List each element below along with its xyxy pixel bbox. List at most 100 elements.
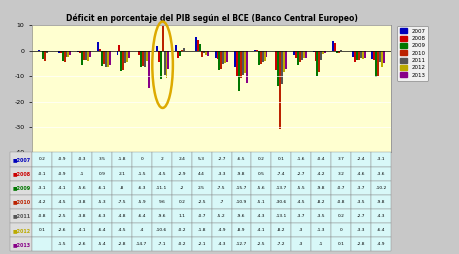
Bar (87, 51, 89, 61)
Bar (126, 51, 128, 62)
Bar (214, 51, 216, 58)
Bar (206, 51, 208, 56)
Bar (373, 51, 375, 60)
Bar (124, 51, 126, 63)
Bar (156, 46, 157, 51)
Bar (165, 51, 167, 78)
Bar (292, 51, 294, 55)
Bar (378, 51, 381, 62)
Bar (181, 50, 183, 51)
Bar (316, 51, 318, 76)
Bar (44, 51, 46, 61)
Bar (238, 51, 240, 91)
Bar (63, 51, 65, 62)
Bar (195, 37, 196, 51)
Bar (157, 51, 159, 62)
Bar (146, 51, 147, 61)
Bar (175, 45, 177, 51)
Bar (106, 51, 108, 67)
Bar (161, 26, 163, 51)
Bar (142, 51, 144, 66)
Bar (312, 51, 314, 52)
Bar (201, 51, 202, 57)
Bar (257, 51, 259, 65)
Bar (116, 51, 118, 55)
Bar (140, 51, 142, 67)
Bar (167, 51, 169, 69)
Bar (265, 51, 267, 57)
Bar (204, 51, 206, 55)
Bar (376, 51, 378, 76)
Bar (69, 51, 71, 55)
Bar (320, 51, 322, 60)
Bar (46, 51, 48, 53)
Bar (144, 51, 146, 67)
Bar (253, 50, 255, 51)
Bar (105, 51, 106, 67)
Bar (97, 42, 99, 51)
Bar (57, 51, 60, 53)
Bar (336, 51, 337, 53)
Bar (381, 51, 382, 67)
Bar (81, 51, 83, 65)
Bar (101, 51, 102, 66)
Bar (304, 51, 306, 58)
Bar (79, 51, 81, 53)
Bar (339, 50, 341, 51)
Bar (77, 51, 79, 52)
Bar (275, 51, 277, 70)
Bar (108, 51, 110, 65)
Bar (216, 51, 218, 59)
Bar (302, 51, 304, 58)
Bar (67, 51, 69, 57)
Bar (296, 51, 298, 65)
Bar (363, 51, 365, 58)
Bar (261, 51, 263, 62)
Bar (259, 51, 261, 64)
Bar (294, 51, 296, 58)
Bar (318, 51, 320, 72)
Bar (359, 51, 361, 58)
Bar (353, 51, 355, 62)
Bar (324, 51, 325, 53)
Bar (314, 51, 316, 61)
Bar (183, 48, 185, 51)
Bar (280, 51, 283, 84)
Bar (218, 51, 220, 70)
Bar (220, 51, 222, 69)
Bar (283, 51, 285, 72)
Bar (118, 45, 120, 51)
Bar (159, 51, 161, 79)
Bar (277, 51, 279, 86)
Bar (298, 51, 300, 62)
Bar (102, 51, 105, 64)
Bar (255, 50, 257, 51)
Bar (370, 51, 373, 59)
Legend: 2007, 2008, 2009, 2010, 2011, 2012, 2013: 2007, 2008, 2009, 2010, 2011, 2012, 2013 (397, 26, 427, 81)
Bar (99, 49, 101, 51)
Bar (243, 51, 246, 73)
Bar (246, 51, 247, 83)
Bar (120, 51, 122, 71)
Bar (279, 51, 280, 129)
Bar (65, 51, 67, 57)
Bar (351, 51, 353, 57)
Bar (128, 51, 130, 58)
Bar (138, 51, 140, 55)
Bar (202, 51, 204, 53)
Bar (234, 51, 235, 67)
Bar (357, 51, 359, 60)
Title: Déficit en porcentaje del PIB según el BCE (Banco Central Europeo): Déficit en porcentaje del PIB según el B… (66, 14, 357, 23)
Bar (60, 51, 62, 53)
Bar (263, 51, 265, 61)
Bar (322, 51, 324, 54)
Bar (163, 51, 165, 75)
Bar (361, 51, 363, 59)
Bar (222, 51, 224, 64)
Bar (382, 51, 384, 63)
Bar (42, 51, 44, 59)
Bar (300, 51, 302, 60)
Bar (38, 50, 40, 51)
Bar (241, 51, 243, 75)
Bar (337, 51, 339, 53)
